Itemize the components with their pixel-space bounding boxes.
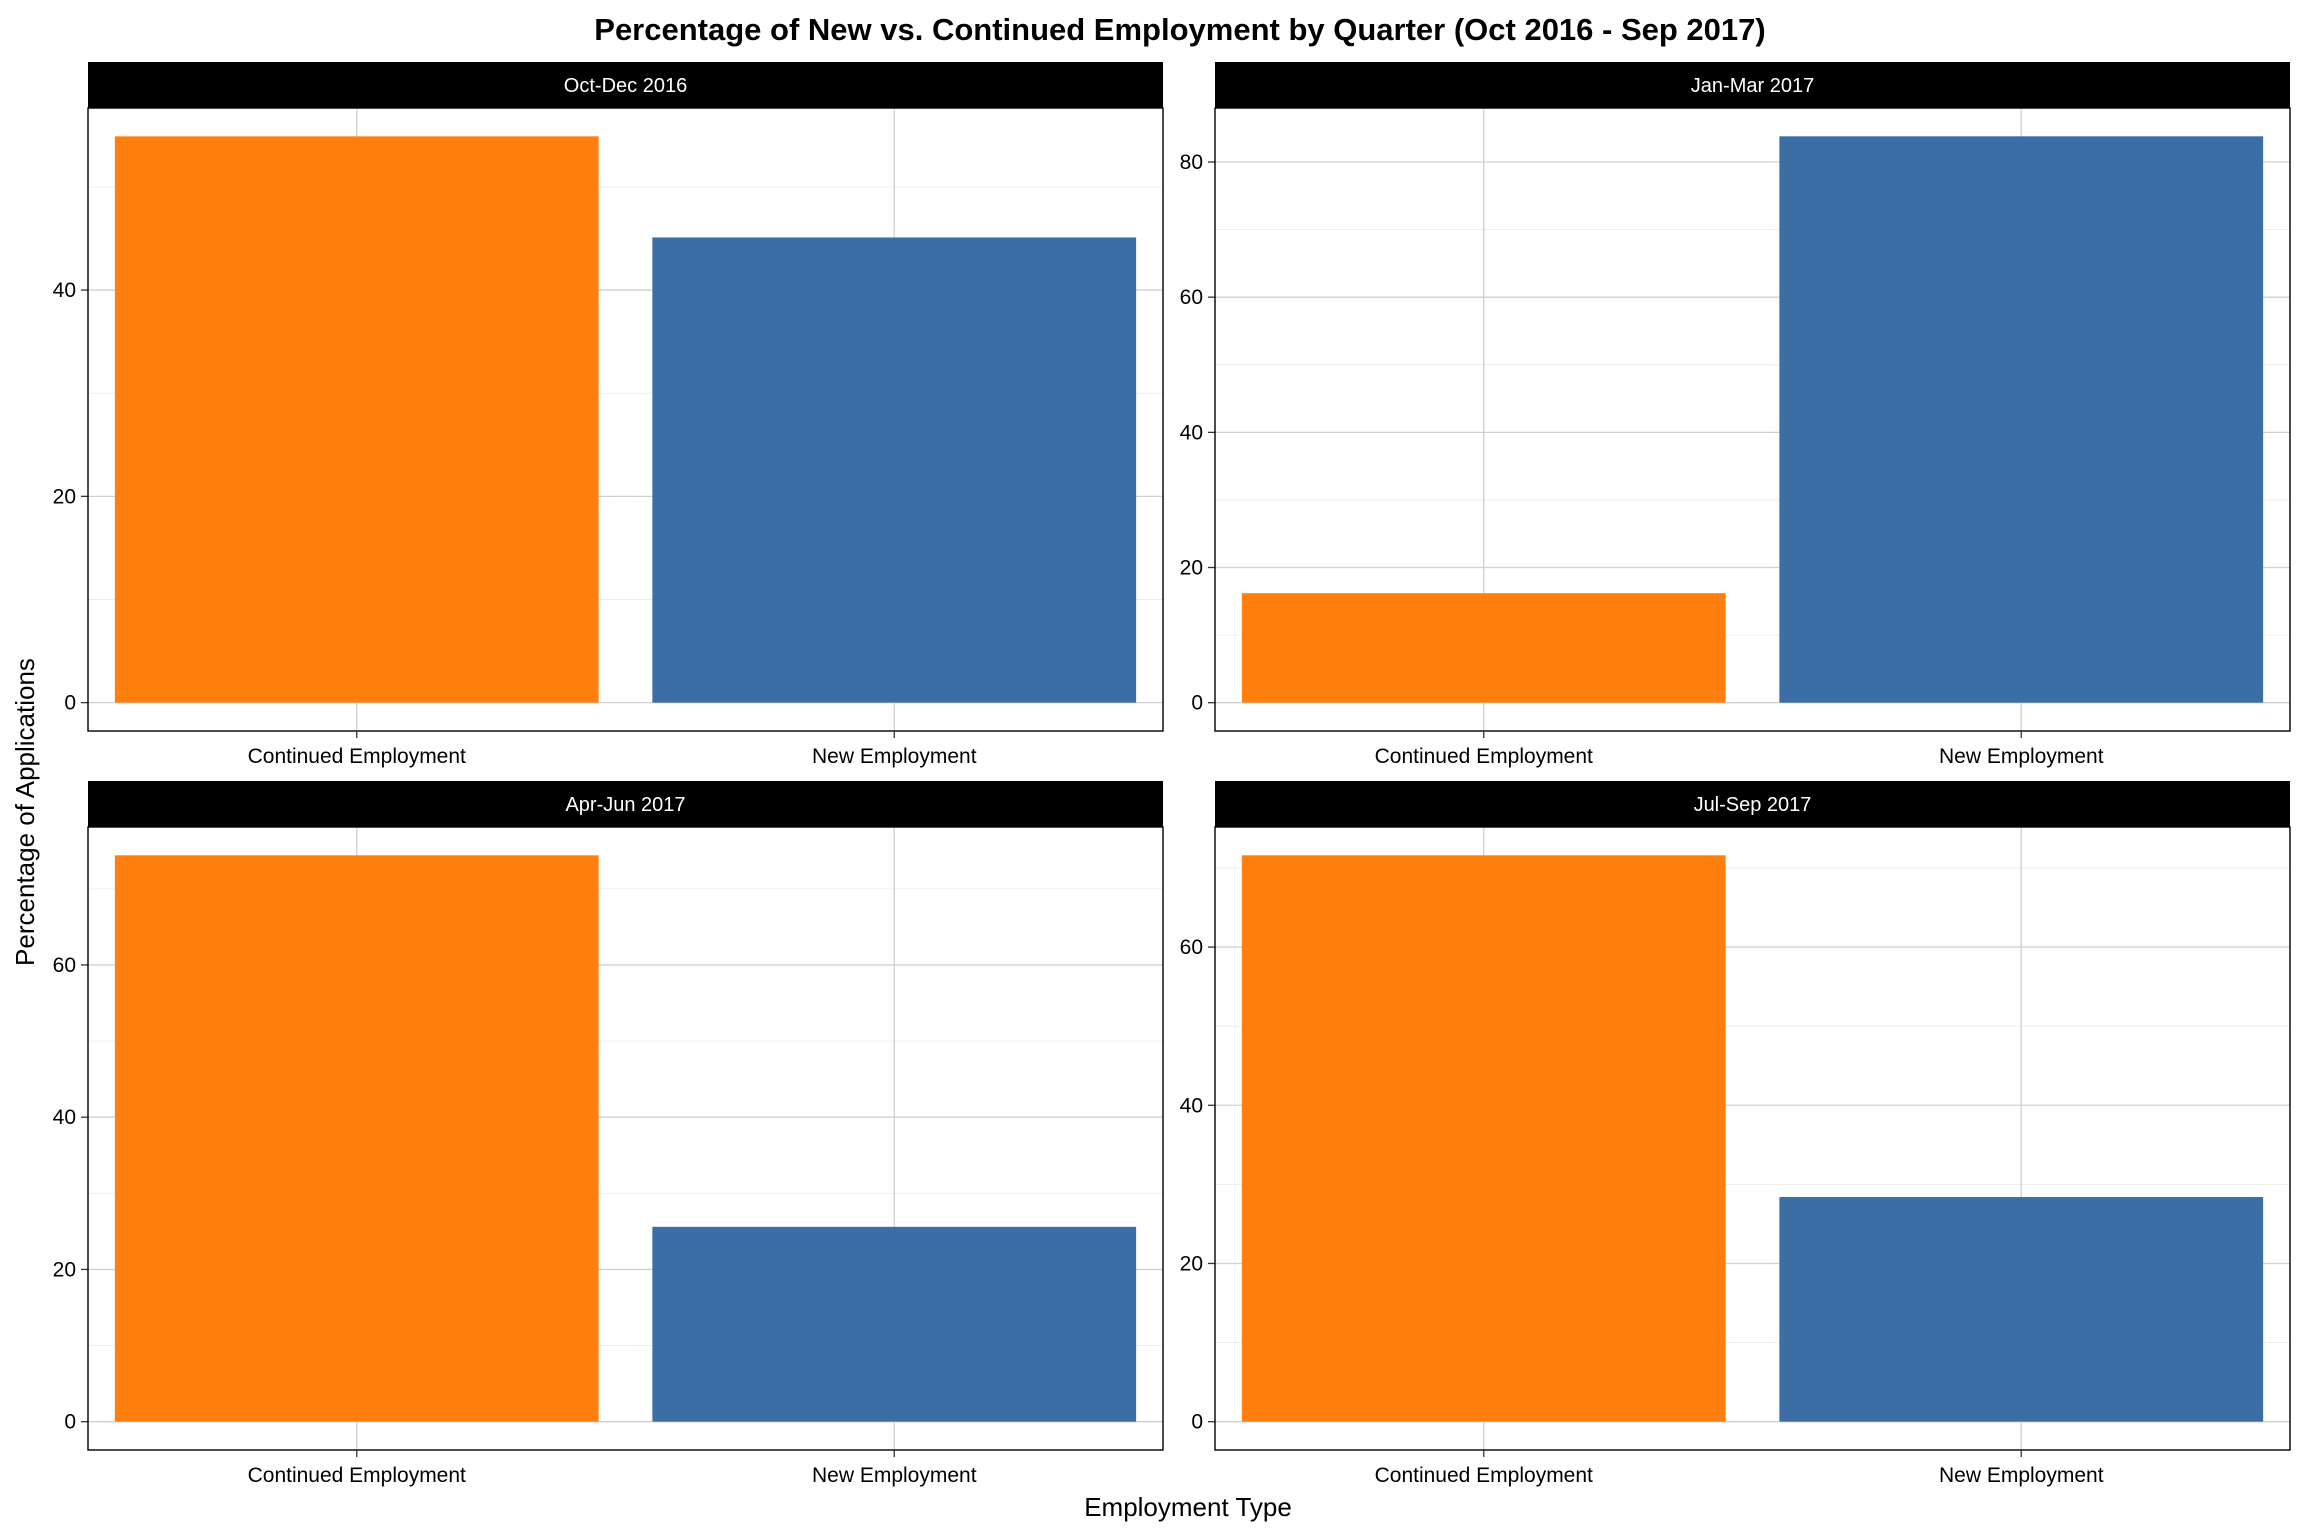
facet-strip [1215, 62, 2290, 108]
y-tick-label: 0 [1191, 1411, 1203, 1434]
x-tick-label: New Employment [1939, 1464, 2104, 1487]
y-tick-label: 20 [53, 1258, 76, 1281]
bar-new-employment [1779, 136, 2264, 703]
x-tick-label: Continued Employment [1375, 745, 1593, 768]
x-tick-label: Continued Employment [1375, 1464, 1593, 1487]
bar-continued-employment [1241, 593, 1726, 703]
facet-strip-label: Apr-Jun 2017 [565, 794, 685, 816]
y-tick-label: 20 [1180, 557, 1203, 580]
bar-continued-employment [1241, 855, 1726, 1422]
facet-strip [1215, 781, 2290, 827]
y-tick-label: 20 [53, 485, 76, 508]
facet-strip [88, 62, 1163, 108]
panel-border [1214, 107, 2291, 732]
panel-border [1214, 826, 2291, 1451]
y-tick-label: 0 [64, 692, 76, 715]
facet-strip-label: Jan-Mar 2017 [1691, 75, 1814, 97]
y-tick-label: 0 [1191, 692, 1203, 715]
facet-panel: Apr-Jun 2017 0 20 40 60 Continued Employment N… [53, 781, 1164, 1487]
y-tick-label: 40 [53, 279, 76, 302]
x-tick-label: New Employment [812, 1464, 977, 1487]
x-tick-label: Continued Employment [248, 745, 466, 768]
facet-panel: Jan-Mar 2017 0 20 40 60 80 Continued Employmen… [1180, 62, 2291, 768]
y-tick-label: 60 [1180, 936, 1203, 959]
bar-continued-employment [114, 855, 599, 1422]
facet-panel: Oct-Dec 2016 0 20 40 Continued Employment New… [53, 62, 1164, 768]
y-tick-label: 40 [53, 1106, 76, 1129]
y-tick-label: 80 [1180, 151, 1203, 174]
y-tick-label: 60 [53, 954, 76, 977]
facet-panel: Jul-Sep 2017 0 20 40 60 Continued Employment N… [1180, 781, 2291, 1487]
facet-strip-label: Jul-Sep 2017 [1694, 794, 1812, 816]
y-tick-label: 60 [1180, 286, 1203, 309]
panel-border [87, 826, 1164, 1451]
y-tick-label: 0 [64, 1411, 76, 1434]
y-tick-label: 40 [1180, 1094, 1203, 1117]
x-axis-title: Employment Type [1084, 1492, 1292, 1522]
x-tick-label: Continued Employment [248, 1464, 466, 1487]
y-tick-label: 40 [1180, 421, 1203, 444]
panel-border [87, 107, 1164, 732]
bar-new-employment [652, 237, 1137, 703]
x-tick-label: New Employment [812, 745, 977, 768]
bar-new-employment [652, 1226, 1137, 1422]
bar-new-employment [1779, 1197, 2264, 1422]
x-tick-label: New Employment [1939, 745, 2104, 768]
facet-strip-label: Oct-Dec 2016 [564, 75, 687, 97]
chart-title: Percentage of New vs. Continued Employme… [594, 12, 1765, 47]
facet-strip [88, 781, 1163, 827]
y-axis-title: Percentage of Applications [10, 658, 40, 966]
y-tick-label: 20 [1180, 1252, 1203, 1275]
bar-continued-employment [114, 136, 599, 703]
facet-panels: Oct-Dec 2016 0 20 40 Continued Employment New… [53, 62, 2291, 1487]
